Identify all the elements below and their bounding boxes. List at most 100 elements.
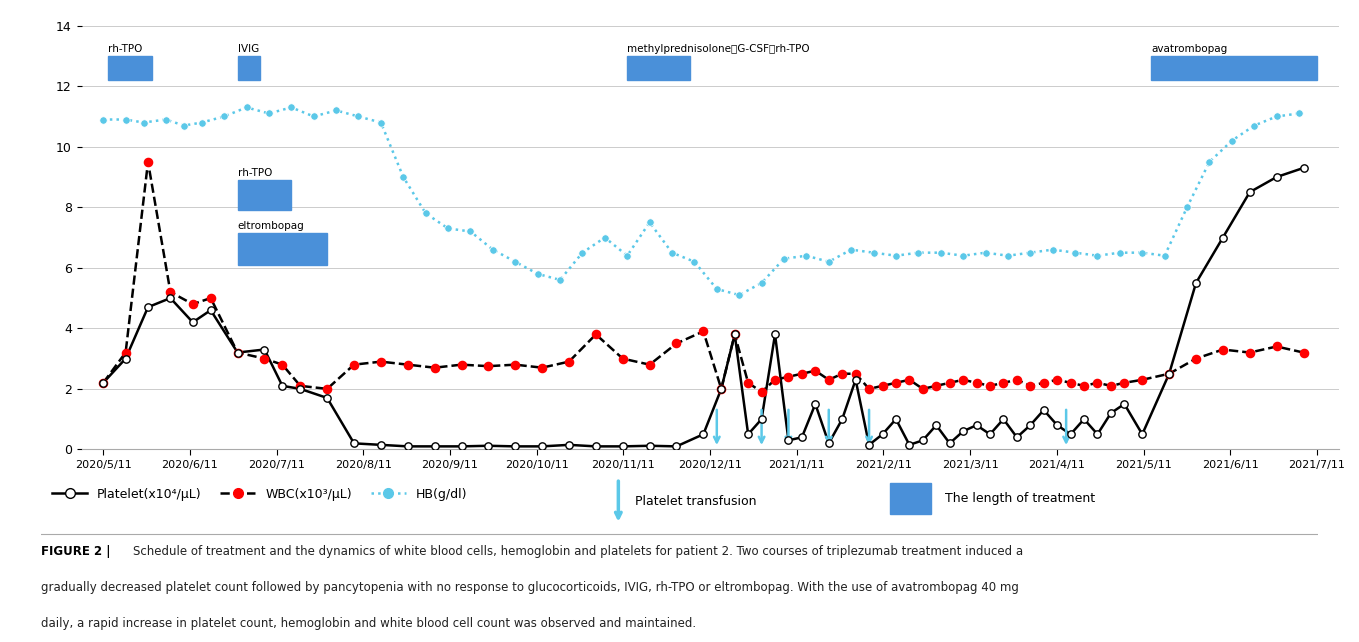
Point [114, 114, 136, 125]
Point [998, 250, 1019, 261]
Point [925, 381, 947, 391]
Point [974, 248, 996, 258]
Text: Schedule of treatment and the dynamics of white blood cells, hemoglobin and plat: Schedule of treatment and the dynamics o… [133, 544, 1023, 557]
Point [1099, 408, 1121, 418]
Point [438, 223, 459, 234]
Point [303, 111, 325, 121]
Point [1006, 375, 1027, 385]
Point [1019, 420, 1041, 430]
Point [966, 377, 988, 388]
Point [978, 429, 1000, 439]
Point [133, 117, 155, 128]
Point [711, 384, 733, 394]
Point [114, 354, 136, 364]
Point [858, 440, 879, 450]
Point [173, 121, 194, 131]
Point [871, 381, 893, 391]
Point [397, 360, 419, 370]
Point [1265, 172, 1287, 182]
Point [254, 344, 276, 354]
Point [791, 369, 813, 379]
Bar [238, 180, 291, 211]
Point [738, 377, 760, 388]
Point [1239, 347, 1261, 358]
Point [858, 384, 879, 394]
Point [477, 361, 499, 371]
Point [885, 414, 906, 424]
Point [1185, 278, 1207, 288]
Point [705, 284, 727, 294]
Point [559, 440, 580, 450]
Point [1158, 369, 1180, 379]
Point [531, 441, 553, 451]
Point [258, 108, 280, 119]
Bar [107, 56, 152, 80]
Point [939, 438, 961, 449]
Point [344, 360, 366, 370]
Point [1132, 429, 1154, 439]
Point [482, 245, 504, 255]
Point [832, 369, 853, 379]
Point [953, 426, 974, 437]
Point [504, 441, 526, 451]
Point [1132, 375, 1154, 385]
Point [1019, 381, 1041, 391]
Point [235, 102, 257, 112]
Point [764, 329, 786, 340]
Bar [238, 233, 328, 265]
Point [791, 432, 813, 442]
Point [1074, 381, 1095, 391]
Text: daily, a rapid increase in platelet count, hemoglobin and white blood cell count: daily, a rapid increase in platelet coun… [41, 616, 696, 630]
Point [930, 248, 951, 258]
Text: gradually decreased platelet count followed by pancytopenia with no response to : gradually decreased platelet count follo… [41, 580, 1019, 594]
Point [1132, 248, 1154, 258]
Point [750, 386, 772, 397]
Point [213, 111, 235, 121]
Point [424, 363, 446, 373]
Point [1019, 248, 1041, 258]
Point [572, 248, 594, 258]
Point [559, 356, 580, 367]
Point [1113, 377, 1135, 388]
Point [845, 369, 867, 379]
Point [549, 275, 571, 285]
Point [818, 375, 840, 385]
Bar [238, 56, 260, 80]
Point [805, 365, 826, 376]
Point [1199, 157, 1220, 167]
Text: avatrombopag: avatrombopag [1151, 44, 1227, 53]
Point [1046, 375, 1068, 385]
Point [1292, 347, 1314, 358]
Point [137, 157, 159, 167]
Point [818, 438, 840, 449]
Point [992, 414, 1014, 424]
Point [227, 347, 249, 358]
Point [1074, 414, 1095, 424]
Point [1176, 202, 1197, 213]
Point [370, 117, 391, 128]
Point [738, 429, 760, 439]
Text: IVIG: IVIG [238, 44, 258, 53]
Point [845, 375, 867, 385]
Text: rh-TPO: rh-TPO [107, 44, 143, 53]
Point [711, 384, 733, 394]
Point [684, 257, 705, 267]
Bar [1151, 56, 1317, 80]
Point [1064, 248, 1086, 258]
Point [227, 347, 249, 358]
Point [898, 440, 920, 450]
Point [1212, 232, 1234, 243]
Point [594, 232, 616, 243]
Point [885, 250, 906, 261]
Point [1113, 399, 1135, 409]
Point [612, 441, 633, 451]
Point [92, 114, 114, 125]
Point [871, 429, 893, 439]
Legend: Platelet(x10⁴/μL), WBC(x10³/μL), HB(g/dl): Platelet(x10⁴/μL), WBC(x10³/μL), HB(g/dl… [48, 483, 473, 506]
Point [750, 414, 772, 424]
Point [190, 117, 212, 128]
Point [912, 384, 934, 394]
Point [639, 217, 660, 227]
Point [764, 375, 786, 385]
Point [397, 441, 419, 451]
